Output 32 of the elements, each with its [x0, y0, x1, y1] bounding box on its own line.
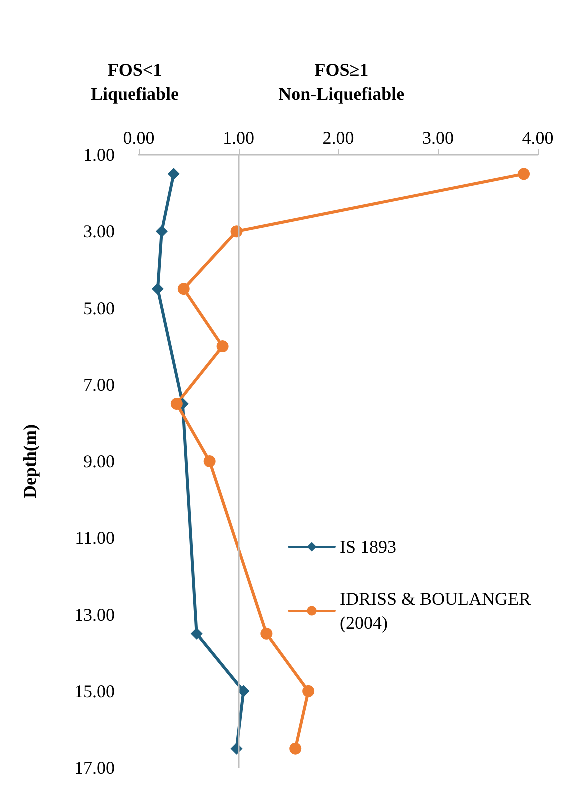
point	[156, 226, 168, 238]
y-tick-label: 1.00	[84, 145, 115, 165]
y-tick-label: 17.00	[74, 758, 115, 778]
point	[290, 742, 302, 755]
y-axis-title: Depth(m)	[20, 424, 40, 498]
legend-label: IDRISS & BOULANGER (2004)	[340, 589, 536, 633]
x-tick-label: 1.00	[223, 128, 254, 148]
x-tick-label: 2.00	[322, 128, 354, 148]
y-tick-label: 3.00	[84, 222, 115, 242]
text: FOS<1 Liquefiable	[90, 60, 179, 104]
point	[238, 685, 250, 698]
point	[518, 168, 530, 180]
point	[302, 685, 315, 698]
text: FOS≥1 Non-Liquefiable	[278, 60, 405, 104]
point	[168, 168, 180, 180]
point	[170, 398, 183, 410]
x-tick-label: 4.00	[522, 128, 554, 148]
y-tick-label: 5.00	[84, 298, 115, 318]
legend-label: IS 1893	[340, 537, 397, 557]
point	[216, 340, 229, 353]
y-tick-label: 11.00	[75, 528, 115, 548]
x-tick-label: 3.00	[422, 128, 454, 148]
y-tick-label: 15.00	[74, 681, 115, 702]
y-tick-label: 7.00	[84, 374, 115, 395]
y-tick-label: 9.00	[84, 452, 115, 472]
point	[178, 283, 190, 296]
point	[152, 283, 164, 296]
x-tick-label: 0.00	[123, 128, 155, 148]
point	[260, 628, 273, 640]
point	[204, 456, 216, 468]
point	[190, 628, 203, 640]
y-tick-label: 13.00	[74, 604, 115, 625]
